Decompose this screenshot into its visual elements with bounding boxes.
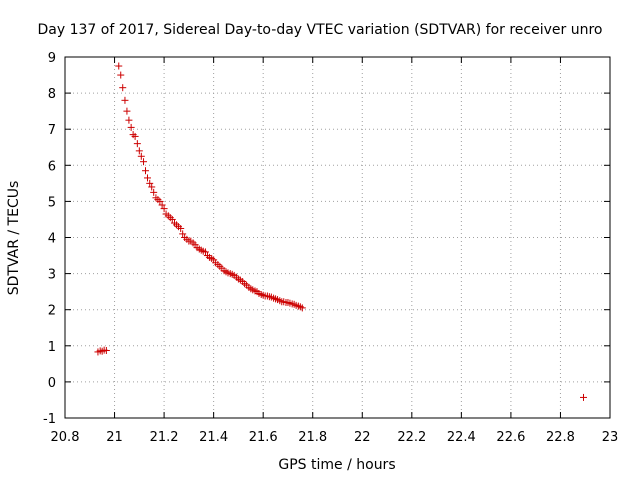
data-point [177,224,185,232]
data-point [121,96,129,104]
data-point [298,304,306,312]
y-tick-label: 5 [48,195,56,210]
data-point [115,62,123,70]
data-point [123,107,131,115]
x-tick-label: 21.8 [298,430,327,445]
y-tick-label: 1 [48,340,56,355]
y-tick-label: 6 [48,159,56,174]
data-point [133,140,141,148]
y-tick-label: 0 [48,376,56,391]
data-point [137,152,145,160]
y-tick-label: 9 [48,51,56,66]
x-tick-label: 22 [354,430,371,445]
y-tick-label: 7 [48,123,56,138]
y-tick-label: 8 [48,87,56,102]
x-axis-label: GPS time / hours [278,457,395,473]
data-point [140,158,148,166]
x-tick-label: 20.8 [51,430,80,445]
data-point [160,205,168,213]
data-point [150,188,158,196]
x-tick-label: 21 [106,430,123,445]
data-point [142,167,150,175]
y-tick-label: -1 [43,412,56,427]
x-tick-label: 22.8 [546,430,575,445]
y-tick-label: 2 [48,304,56,319]
y-tick-label: 3 [48,268,56,283]
data-point [125,116,133,124]
data-point [158,201,166,209]
axis-ticks [64,56,611,419]
data-point [143,174,151,182]
x-tick-label: 22.4 [447,430,476,445]
data-points [94,62,587,401]
data-point [168,215,176,223]
y-tick-labels: -1 0 1 2 3 4 5 6 7 8 9 [43,51,56,427]
x-tick-label: 23 [602,430,619,445]
x-tick-label: 22.6 [496,430,525,445]
data-point [179,230,187,238]
x-tick-label: 22.2 [397,430,426,445]
data-point [156,197,164,205]
chart-title: Day 137 of 2017, Sidereal Day-to-day VTE… [38,22,603,38]
data-point [102,346,110,354]
data-point [119,84,127,92]
data-point [131,132,139,140]
data-point [201,248,209,256]
data-point [135,147,143,155]
data-point [148,183,156,191]
x-tick-labels: 20.8 21 21.2 21.4 21.6 21.8 22 22.2 22.4 22.6 22.8… [51,430,619,445]
data-point [117,71,125,79]
data-point [146,179,154,187]
x-tick-label: 21.6 [249,430,278,445]
data-point [579,393,587,401]
x-tick-label: 21.4 [199,430,228,445]
x-tick-label: 21.2 [150,430,179,445]
y-axis-label: SDTVAR / TECUs [6,181,22,296]
y-tick-label: 4 [48,232,56,247]
grid [65,57,610,418]
data-point [127,123,135,131]
